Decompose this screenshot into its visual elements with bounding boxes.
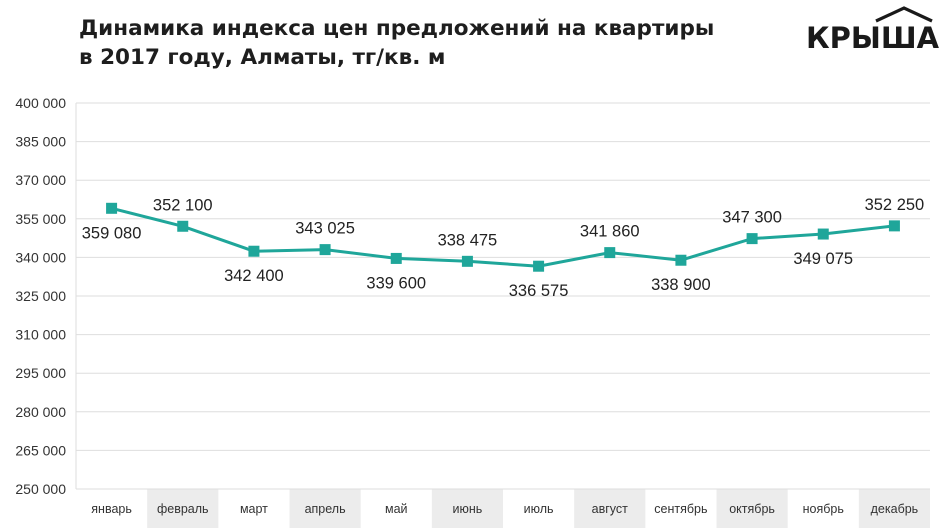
y-tick-label: 280 000 [15,404,66,420]
x-category-band [431,489,503,528]
data-point [746,233,758,245]
y-tick-label: 385 000 [15,134,66,150]
data-point [604,247,616,259]
data-point [177,220,189,232]
data-label: 336 575 [509,282,569,300]
x-tick-label: май [385,502,408,516]
y-tick-label: 340 000 [15,249,66,265]
y-tick-label: 400 000 [15,95,66,111]
y-tick-label: 310 000 [15,327,66,343]
data-label: 343 025 [295,220,355,238]
x-tick-label: февраль [157,502,209,516]
y-tick-label: 370 000 [15,172,66,188]
series-markers [106,202,900,272]
x-tick-label: июнь [453,502,483,516]
chart-title-line-1: Динамика индекса цен предложений на квар… [79,16,715,41]
y-tick-label: 295 000 [15,365,66,381]
data-point [248,245,260,257]
series-line [111,206,895,268]
data-label: 359 080 [82,224,142,242]
x-tick-label: март [240,502,268,516]
data-point [319,244,331,256]
data-point [533,260,545,272]
data-point [817,228,829,240]
data-label: 349 075 [793,250,853,268]
x-tick-label: ноябрь [803,502,844,516]
x-category-band [147,489,219,528]
x-category-band [716,489,788,528]
chart-title: Динамика индекса цен предложений на квар… [79,14,714,72]
data-label: 341 860 [580,223,640,241]
data-point [106,202,118,214]
x-tick-label: январь [91,502,132,516]
x-axis-ticks: январь февраль март апрель май июнь июль август… [91,502,918,516]
x-tick-label: сентябрь [654,502,707,516]
data-label: 339 600 [366,274,426,292]
krysha-logo: КРЫША [806,6,940,55]
y-tick-label: 355 000 [15,211,66,227]
x-tick-label: апрель [305,502,346,516]
data-labels: 359 080 352 100 342 400 343 025 339 600 338 4… [82,196,924,300]
logo-roof-icon [875,6,933,23]
data-point [675,254,687,266]
logo-wordmark: КРЫША [806,21,940,55]
x-tick-label: декабрь [871,502,919,516]
y-tick-label: 250 000 [15,481,66,497]
y-axis-ticks: 250 000 265 000 280 000 295 000 310 000 325 0… [15,95,66,497]
y-tick-label: 265 000 [15,442,66,458]
data-label: 347 300 [722,209,782,227]
data-label: 352 250 [865,196,925,214]
x-tick-label: август [592,502,629,516]
x-tick-label: июль [524,502,554,516]
x-category-band [858,489,930,528]
data-point [461,255,473,267]
x-category-band [574,489,646,528]
chart-title-line-2: в 2017 году, Алматы, тг/кв. м [79,45,446,70]
data-label: 352 100 [153,196,213,214]
x-tick-label: октябрь [729,502,775,516]
data-point [888,220,900,232]
data-label: 342 400 [224,267,284,285]
data-label: 338 475 [438,231,498,249]
x-category-bands [147,489,930,528]
data-point [390,252,402,264]
x-category-band [289,489,361,528]
data-label: 338 900 [651,276,711,294]
y-tick-label: 325 000 [15,288,66,304]
y-gridlines [75,102,930,490]
